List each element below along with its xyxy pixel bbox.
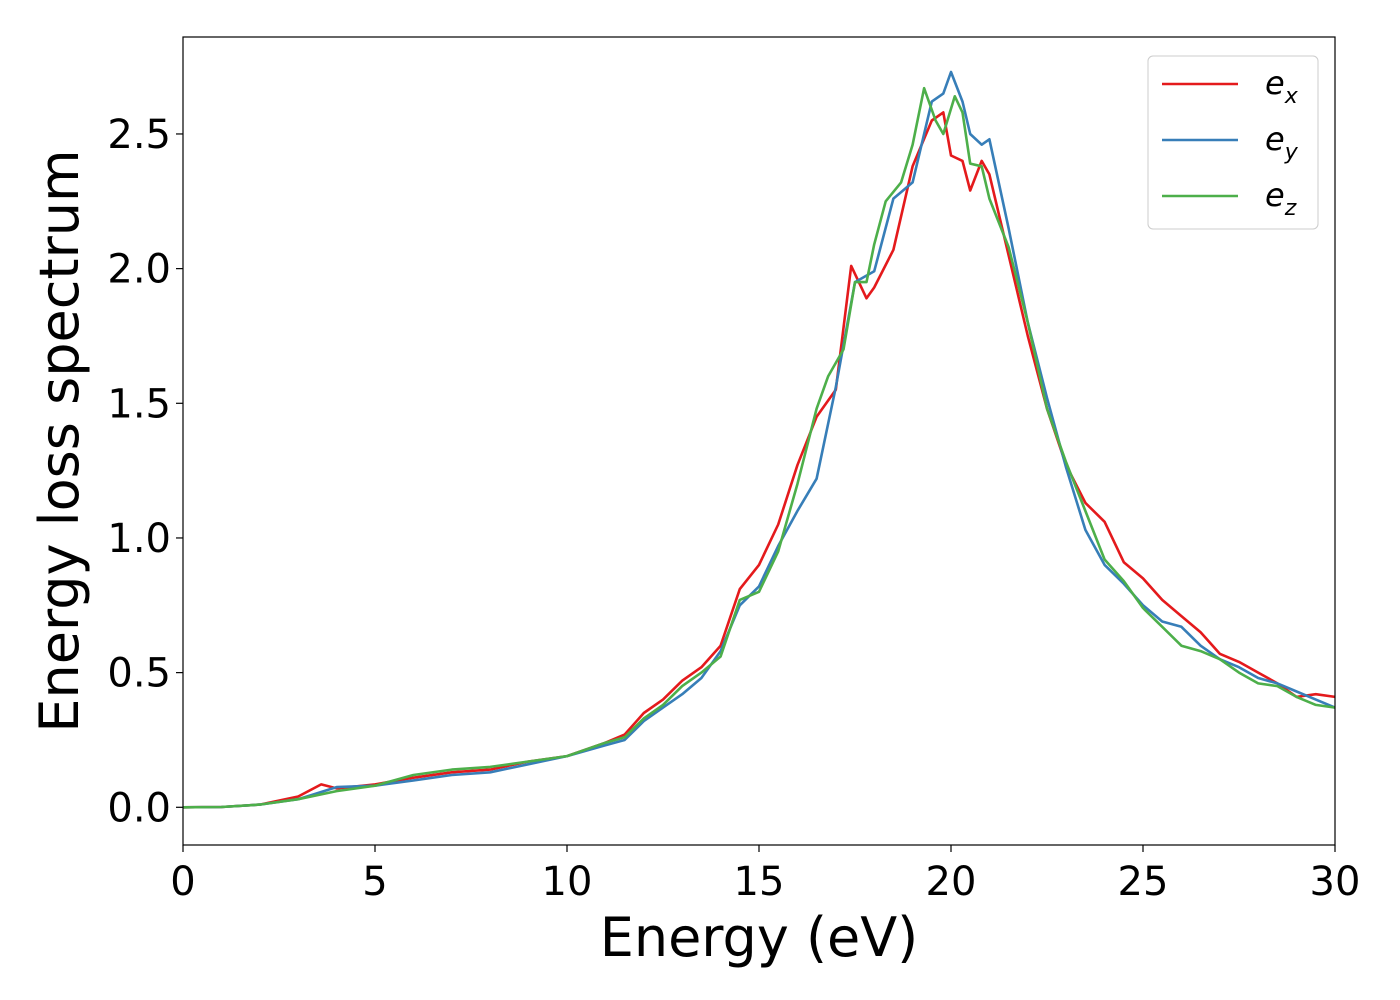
y-tick-label: 1.5 [107,381,171,427]
y-axis-label: Energy loss spectrum [28,149,91,732]
y-tick-label: 0.0 [107,785,171,831]
x-tick-label: 5 [362,859,387,905]
y-tick-label: 1.0 [107,516,171,562]
x-tick-label: 0 [170,859,195,905]
x-tick-label: 25 [1118,859,1169,905]
x-axis-ticks: 0 5 10 15 20 25 30 [170,845,1360,905]
x-tick-label: 20 [926,859,977,905]
plot-area [183,37,1335,845]
legend-box [1147,55,1319,230]
series-line-x [182,111,1336,809]
y-axis-ticks: 0.0 0.5 1.0 1.5 2.0 2.5 [107,112,183,831]
series-line-z [182,86,1336,809]
y-tick-label: 2.0 [107,247,171,293]
y-tick-label: 0.5 [107,651,171,697]
x-axis-label: Energy (eV) [600,906,919,969]
series-line-y [182,70,1336,809]
x-tick-label: 30 [1310,859,1361,905]
x-tick-label: 15 [734,859,785,905]
y-tick-label: 2.5 [107,112,171,158]
series-layer [182,70,1336,809]
x-tick-label: 10 [542,859,593,905]
